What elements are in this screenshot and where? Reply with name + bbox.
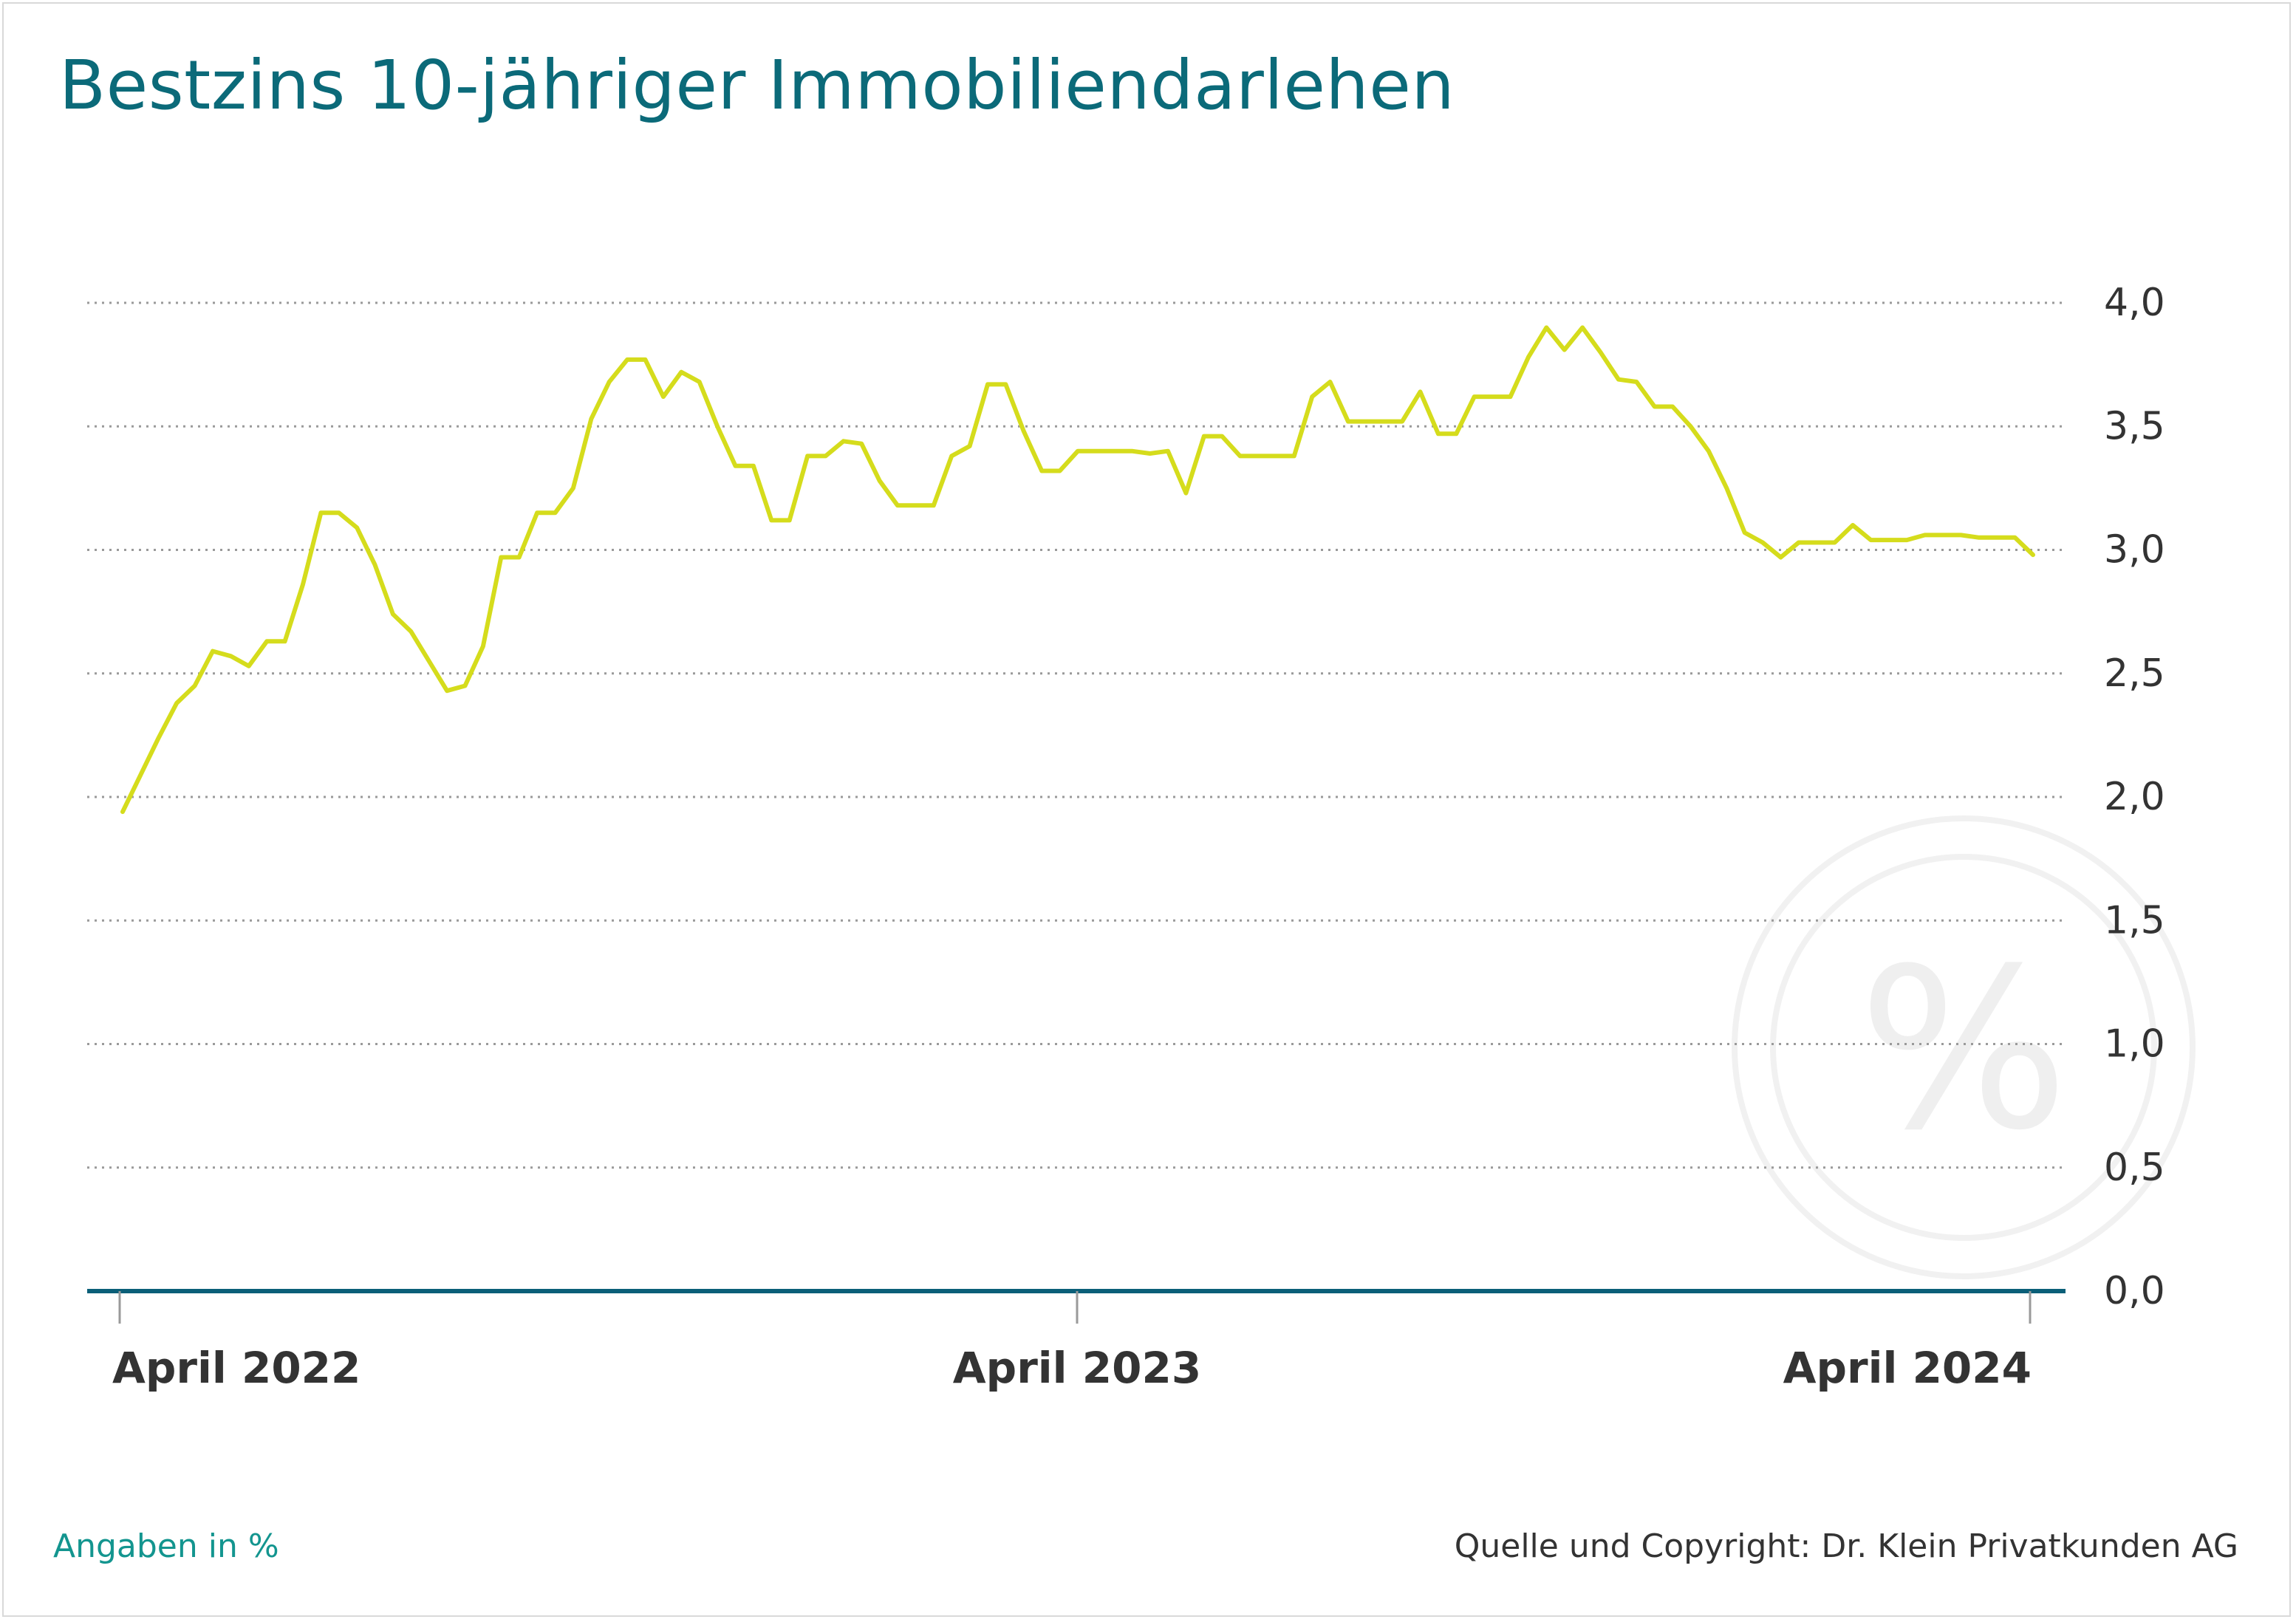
series-layer — [120, 325, 2035, 815]
x-tick-label: April 2022 — [112, 1343, 361, 1393]
y-tick-label: 0,0 — [2104, 1269, 2165, 1313]
watermark-outer-ring — [1732, 815, 2196, 1279]
y-tick-label: 2,5 — [2104, 651, 2165, 696]
x-axis: April 2022 April 2023 April 2024 — [87, 1289, 2066, 1393]
watermark-inner-ring — [1770, 854, 2157, 1241]
gridlines — [87, 301, 2066, 1169]
watermark-percent-symbol: % — [1858, 921, 2068, 1179]
x-tick-label: April 2023 — [953, 1343, 1201, 1393]
y-tick-label: 1,0 — [2104, 1022, 2165, 1067]
y-tick-label: 0,5 — [2104, 1146, 2165, 1190]
percent-watermark-icon: % — [1732, 815, 2196, 1279]
unit-note: Angaben in % — [53, 1527, 279, 1565]
x-tick-label: April 2024 — [1783, 1343, 2032, 1393]
series-line — [120, 325, 2035, 815]
chart-title: Bestzins 10-jähriger Immobiliendarlehen — [59, 46, 1455, 125]
y-tick-label: 3,5 — [2104, 404, 2165, 448]
source-note: Quelle und Copyright: Dr. Klein Privatku… — [1454, 1527, 2238, 1565]
y-tick-label: 2,0 — [2104, 775, 2165, 819]
y-tick-label: 1,5 — [2104, 898, 2165, 942]
y-tick-label: 3,0 — [2104, 528, 2165, 572]
y-axis-tick-labels: 0,0 0,5 1,0 1,5 2,0 2,5 3,0 3,5 4,0 — [2104, 281, 2165, 1313]
y-tick-label: 4,0 — [2104, 281, 2165, 325]
